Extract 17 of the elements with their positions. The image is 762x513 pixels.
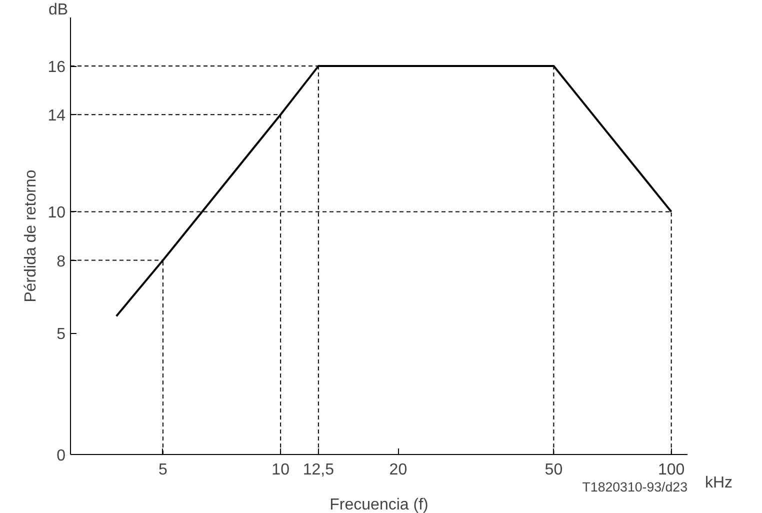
- x-tick-label: 20: [389, 462, 408, 478]
- x-axis-title: Frecuencia (f): [330, 496, 428, 513]
- y-tick-label: 16: [48, 59, 66, 76]
- x-tick-label: 5: [158, 462, 168, 478]
- text: kHz: [704, 474, 733, 492]
- y-tick-label: 10: [48, 204, 66, 222]
- text: T1820310-93/d23: [582, 480, 688, 494]
- y-tick-label: 14: [48, 108, 66, 125]
- y-tick-label: 8: [56, 253, 66, 270]
- x-tick-label: 10: [272, 462, 290, 478]
- x-tick-label: 12,5: [302, 462, 334, 478]
- x-tick-label: 50: [544, 462, 563, 478]
- y-axis-title: Pérdida de retorno: [22, 170, 40, 302]
- x-tick-label: 100: [658, 462, 685, 478]
- y-tick-label: 5: [56, 326, 66, 344]
- y-tick-label: 0: [56, 448, 66, 464]
- text: dB: [48, 2, 68, 18]
